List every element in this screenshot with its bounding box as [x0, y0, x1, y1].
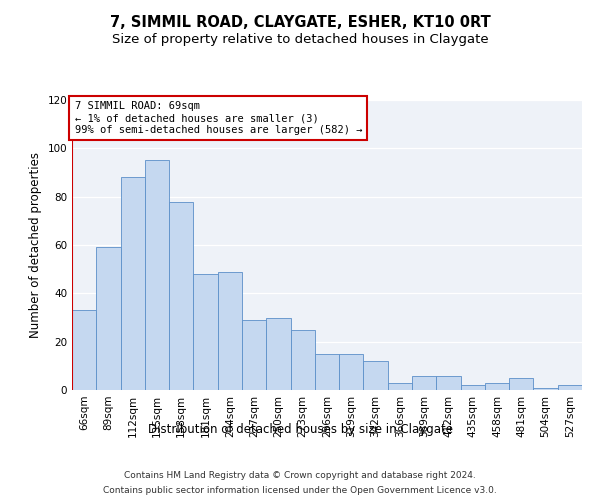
Bar — [509, 378, 533, 390]
Bar — [364, 361, 388, 390]
Text: Size of property relative to detached houses in Claygate: Size of property relative to detached ho… — [112, 32, 488, 46]
Bar — [193, 274, 218, 390]
Bar — [533, 388, 558, 390]
Text: Distribution of detached houses by size in Claygate: Distribution of detached houses by size … — [148, 422, 452, 436]
Bar — [412, 376, 436, 390]
Bar — [290, 330, 315, 390]
Bar — [121, 178, 145, 390]
Y-axis label: Number of detached properties: Number of detached properties — [29, 152, 42, 338]
Bar — [266, 318, 290, 390]
Bar — [315, 354, 339, 390]
Text: Contains public sector information licensed under the Open Government Licence v3: Contains public sector information licen… — [103, 486, 497, 495]
Text: 7, SIMMIL ROAD, CLAYGATE, ESHER, KT10 0RT: 7, SIMMIL ROAD, CLAYGATE, ESHER, KT10 0R… — [110, 15, 490, 30]
Bar — [218, 272, 242, 390]
Bar — [72, 310, 96, 390]
Bar — [96, 248, 121, 390]
Bar — [169, 202, 193, 390]
Bar — [558, 385, 582, 390]
Bar — [436, 376, 461, 390]
Bar — [339, 354, 364, 390]
Bar — [461, 385, 485, 390]
Text: Contains HM Land Registry data © Crown copyright and database right 2024.: Contains HM Land Registry data © Crown c… — [124, 471, 476, 480]
Bar — [145, 160, 169, 390]
Bar — [485, 383, 509, 390]
Text: 7 SIMMIL ROAD: 69sqm
← 1% of detached houses are smaller (3)
99% of semi-detache: 7 SIMMIL ROAD: 69sqm ← 1% of detached ho… — [74, 102, 362, 134]
Bar — [388, 383, 412, 390]
Bar — [242, 320, 266, 390]
